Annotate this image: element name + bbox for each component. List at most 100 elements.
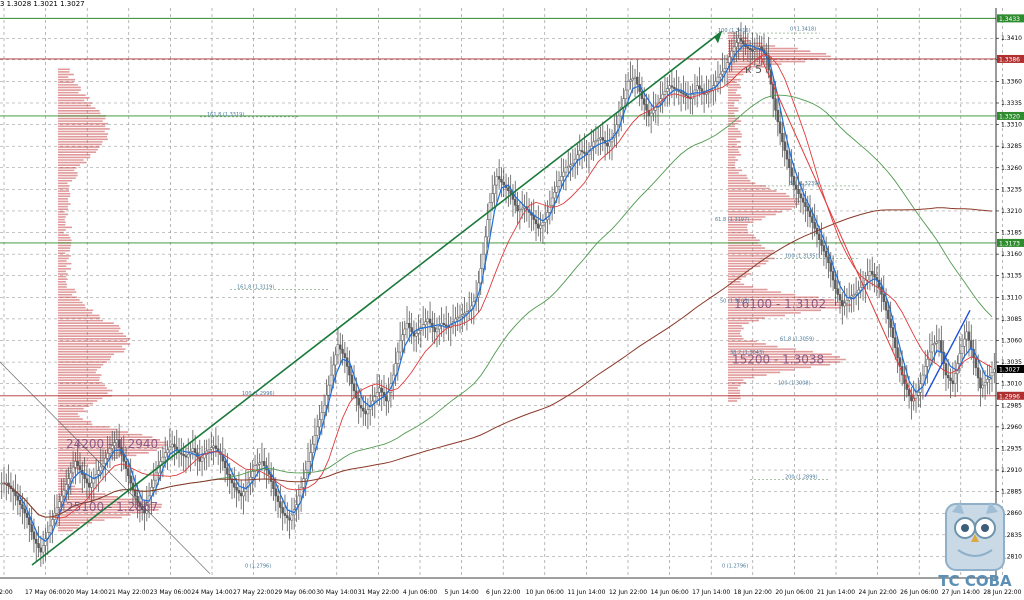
price-label-text: 1.3173 xyxy=(999,240,1020,247)
y-tick-label: 1.3235 xyxy=(1001,186,1022,193)
candle-body xyxy=(643,99,645,105)
candle-body xyxy=(51,520,53,526)
candle-body xyxy=(699,86,701,89)
candle-body xyxy=(535,220,537,224)
candle-body xyxy=(517,205,519,211)
candle-body xyxy=(625,90,627,99)
candle-body xyxy=(275,489,277,496)
candle-body xyxy=(811,217,813,223)
candle-body xyxy=(927,359,929,366)
y-tick-label: 1.3310 xyxy=(1001,122,1022,129)
candle-body xyxy=(328,385,330,395)
candle-body xyxy=(21,505,23,509)
candle-body xyxy=(715,81,717,85)
candle-body xyxy=(58,502,60,508)
candle-body xyxy=(618,116,620,125)
candle-body xyxy=(986,379,988,382)
candle-body xyxy=(35,539,37,543)
candle-body xyxy=(724,68,726,71)
candle-body xyxy=(365,411,367,414)
candle-body xyxy=(837,289,839,295)
x-tick-label: 29 May 06:00 xyxy=(275,589,316,596)
candle-body xyxy=(784,142,786,151)
candle-body xyxy=(302,479,304,488)
candle-body xyxy=(537,224,539,228)
candle-body xyxy=(565,168,567,172)
x-tick-label: 10 Jun 06:00 xyxy=(526,589,564,596)
candle-body xyxy=(33,532,35,539)
candle-body xyxy=(482,254,484,268)
candle-body xyxy=(498,176,500,179)
candle-body xyxy=(830,263,832,272)
candle-body xyxy=(894,338,896,348)
wave-label: к 5 xyxy=(745,63,762,76)
candle-body xyxy=(388,392,390,401)
candle-body xyxy=(673,87,675,88)
candle-body xyxy=(779,122,781,134)
candle-body xyxy=(855,293,857,294)
candle-body xyxy=(17,496,19,500)
candle-body xyxy=(632,79,634,80)
candle-body xyxy=(846,300,848,303)
candle-body xyxy=(606,143,608,146)
candle-body xyxy=(408,323,410,327)
candle-body xyxy=(319,420,321,427)
fib-label: 50 (1.3103) xyxy=(720,298,749,304)
candle-body xyxy=(583,152,585,153)
candle-body xyxy=(652,110,654,113)
candle-body xyxy=(484,237,486,254)
candle-body xyxy=(540,225,542,228)
candle-body xyxy=(100,467,102,471)
candle-body xyxy=(42,545,44,552)
y-tick-label: 1.3185 xyxy=(1001,230,1022,237)
candle-body xyxy=(827,257,829,263)
candle-body xyxy=(226,468,228,475)
candle-body xyxy=(788,159,790,168)
fib-label: 50 (1.3239) xyxy=(790,181,819,187)
candle-body xyxy=(187,454,189,457)
candle-body xyxy=(84,474,86,478)
candle-body xyxy=(742,41,744,44)
candle-body xyxy=(664,91,666,94)
candle-body xyxy=(963,339,965,346)
candle-body xyxy=(256,464,258,465)
candle-body xyxy=(291,515,293,520)
candle-body xyxy=(316,427,318,436)
y-tick-label: 1.3110 xyxy=(1001,294,1022,301)
candle-body xyxy=(728,57,730,63)
candle-body xyxy=(185,456,187,457)
candle-body xyxy=(261,461,263,462)
owl-icon xyxy=(930,500,1020,575)
x-tick-label: 11 Jun 14:00 xyxy=(567,589,605,596)
candle-body xyxy=(952,381,954,384)
candle-body xyxy=(360,405,362,408)
candle-body xyxy=(507,188,509,191)
x-tick-label: 27 May 22:00 xyxy=(233,589,274,596)
candle-body xyxy=(860,287,862,290)
candle-body xyxy=(487,220,489,237)
candle-body xyxy=(798,189,800,193)
tc-cova-logo: TC COBA xyxy=(930,500,1020,600)
candle-body xyxy=(556,186,558,192)
candle-body xyxy=(374,397,376,401)
candle-body xyxy=(314,436,316,445)
candle-body xyxy=(284,513,286,515)
candle-body xyxy=(687,96,689,97)
candle-body xyxy=(61,496,63,502)
candle-body xyxy=(240,493,242,496)
candle-body xyxy=(353,384,355,391)
candle-body xyxy=(86,479,88,483)
candle-body xyxy=(936,342,938,343)
fib-label: 0 (1.3418) xyxy=(790,26,816,32)
candle-body xyxy=(263,461,265,465)
candle-body xyxy=(406,323,408,329)
candle-body xyxy=(252,471,254,477)
candle-body xyxy=(97,471,99,475)
candle-body xyxy=(576,155,578,159)
candle-body xyxy=(542,222,544,225)
candle-body xyxy=(802,198,804,202)
candle-body xyxy=(500,179,502,182)
candle-body xyxy=(19,500,21,504)
candle-body xyxy=(1,483,3,484)
